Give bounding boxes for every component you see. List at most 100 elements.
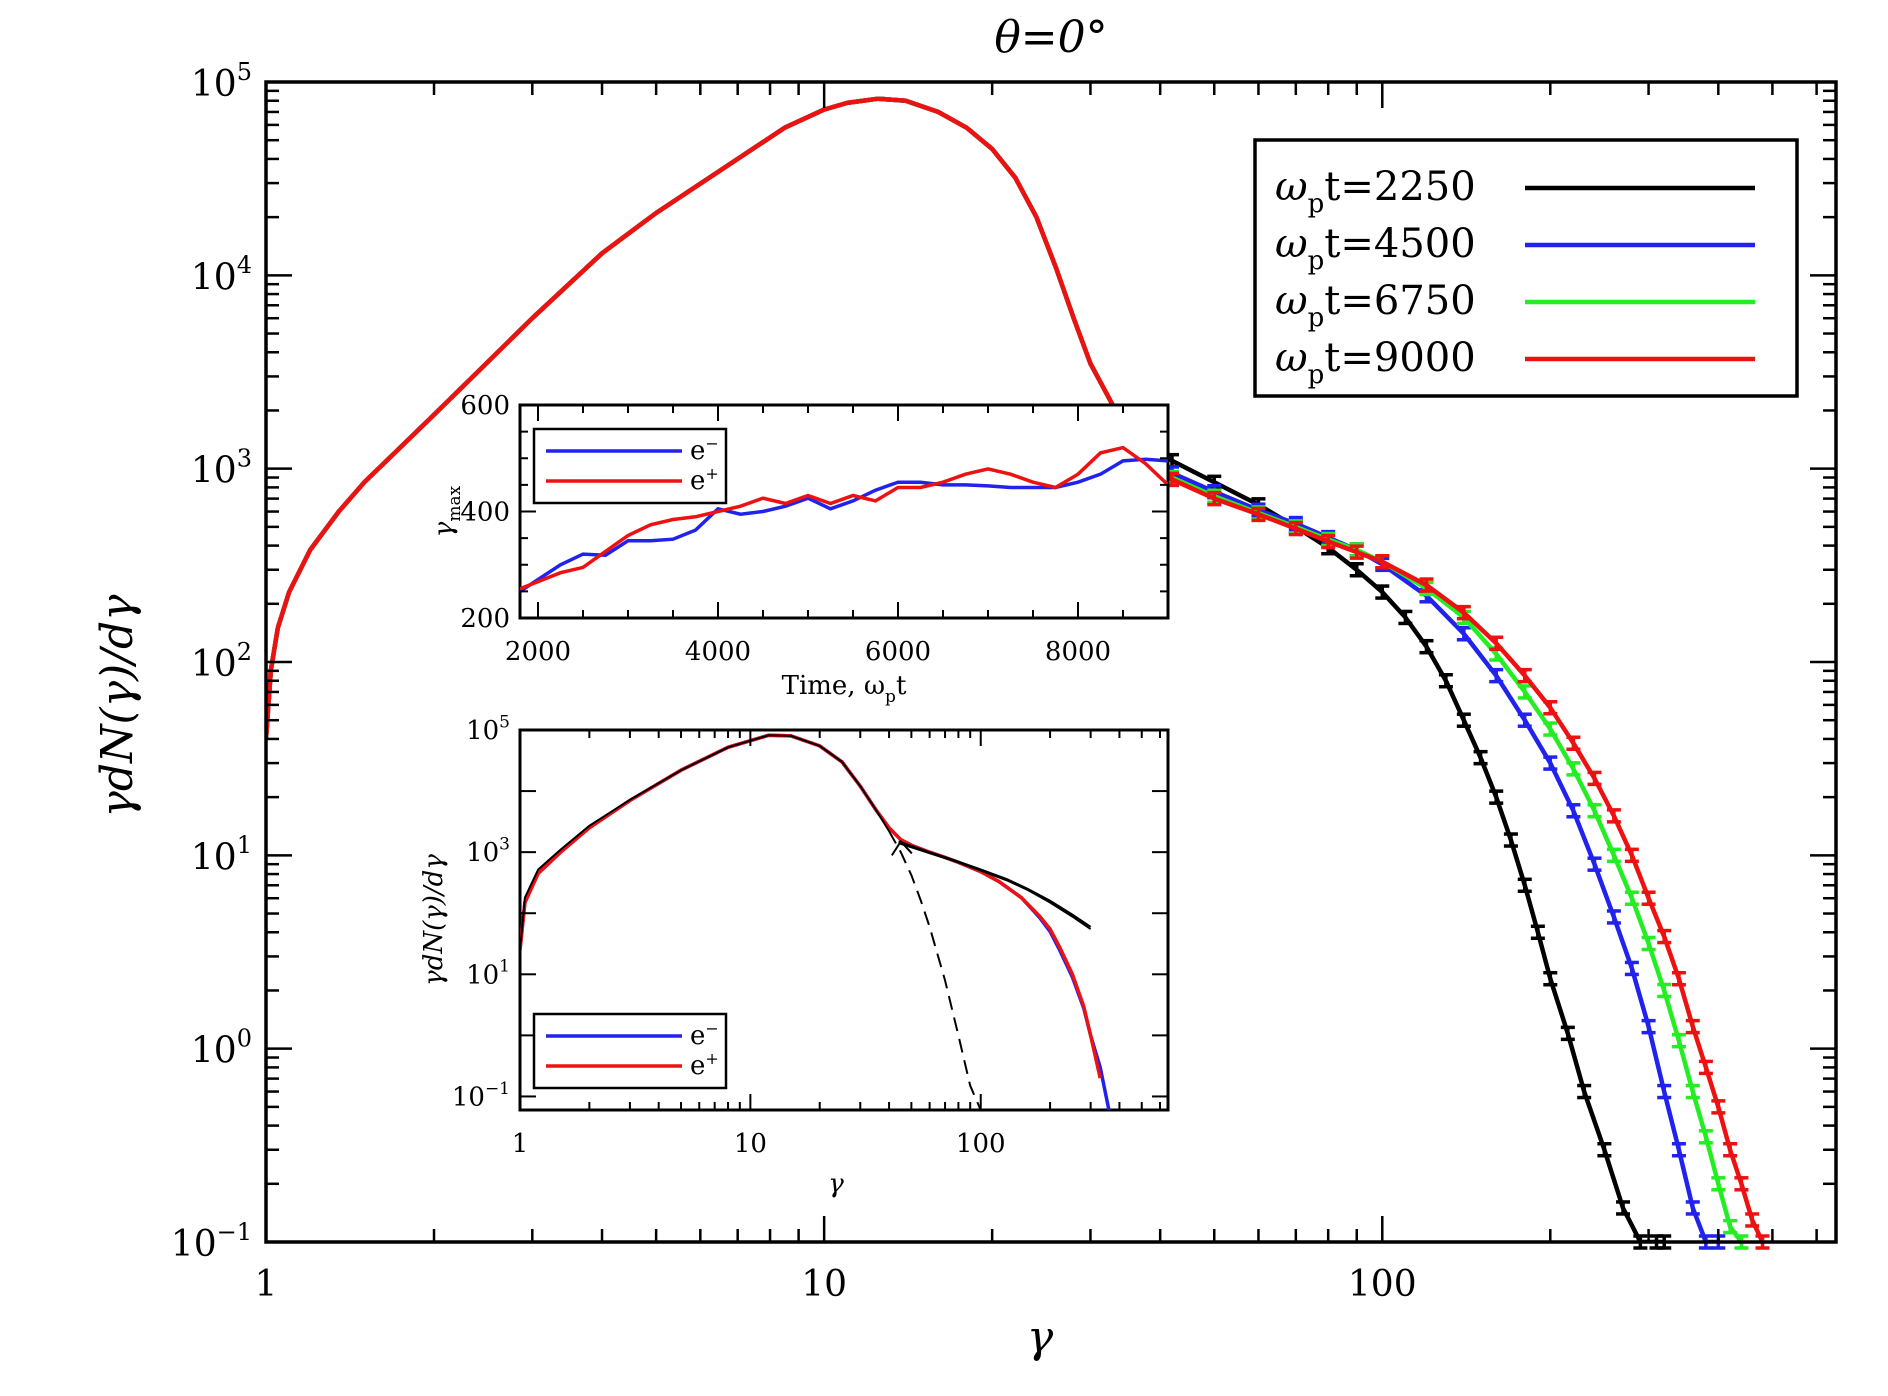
y-axis-label: γdN(γ)/dγ [92,594,143,818]
inset2-y-tick-label-exp: 1 [499,957,510,977]
legend-label-sym: ω [1275,221,1308,267]
x-tick-label: 100 [1348,1264,1417,1305]
y-tick-label-exp: 3 [237,444,252,472]
inset2-y-tick-label-base: 10 [452,1082,485,1112]
y-tick-label-exp: 5 [237,58,252,86]
inset2-series-2 [520,734,890,951]
inset2-x-tick-label: 10 [734,1129,767,1159]
inset1-legend-label: e+ [690,464,719,496]
inset1-x-tick-label: 4000 [685,637,751,667]
inset-gamma-max: 2000 4000 6000 8000 200 400 600 Time, ωpt γmax e−… [429,391,1170,707]
inset1-x-axis-label: Time, ωpt [782,671,907,707]
legend-label-sym: ω [1275,164,1308,210]
y-tick-label-exp: 0 [237,1024,252,1052]
y-tick-label-base: 10 [191,644,237,685]
inset1-y-tick-label: 600 [460,391,510,421]
x-tick-label: 1 [255,1264,278,1305]
y-tick-label-exp: 1 [237,831,252,859]
inset2-annotation-arrow [891,839,913,856]
inset1-x-label-sub: p [885,687,896,707]
inset1-y-tick-label: 400 [460,498,510,528]
y-tick-label: 105 [191,58,252,105]
inset1-x-label-tail: t [896,671,907,701]
y-tick-label-exp: −1 [217,1218,252,1246]
y-tick-label-exp: 2 [237,638,252,666]
inset2-legend-label-sup: + [705,1049,718,1068]
inset2-y-tick-label: 101 [466,957,510,991]
inset1-legend-box [532,427,728,505]
y-tick-label: 10−1 [171,1218,252,1265]
y-tick-label-base: 10 [191,64,237,105]
inset2-legend-label-base: e [690,1051,705,1081]
inset1-series-0 [520,457,1168,593]
y-tick-label-exp: 4 [237,251,252,279]
y-tick-label-base: 10 [191,257,237,298]
chart-title: θ=0° [994,12,1107,63]
inset2-y-tick-label-exp: 5 [499,712,510,732]
legend-label-sym: ω [1275,335,1308,381]
legend-label-text: t=2250 [1324,164,1475,210]
inset1-y-tick-label: 200 [460,604,510,634]
inset1-y-axis-label: γmax [429,485,465,537]
x-axis-label: γ [1027,1312,1054,1363]
inset2-y-tick-label-base: 10 [466,838,499,868]
inset2-y-tick-label-exp: 3 [499,834,510,854]
y-tick-label-base: 10 [191,451,237,492]
legend-label-sub: p [1308,246,1325,276]
y-tick-label: 100 [191,1024,252,1071]
y-tick-label-base: 10 [191,837,237,878]
legend-label-sym: ω [1275,278,1308,324]
inset1-legend-label-base: e [690,466,705,496]
inset1-x-tick-label: 6000 [865,637,931,667]
legend-label-sub: p [1308,303,1325,333]
inset1-x-label-main: Time, ω [782,671,885,701]
inset2-y-tick-label: 103 [466,834,510,868]
inset2-y-tick-label: 10−1 [452,1079,510,1113]
legend-label-sub: p [1308,360,1325,390]
legend-box [1253,138,1799,398]
legend-label: ωpt=4500 [1275,221,1476,276]
legend-label: ωpt=2250 [1275,164,1476,219]
inset1-legend-label-sup: + [705,464,718,483]
y-tick-label-base: 10 [171,1224,217,1265]
inset1-legend-label-sup: − [705,434,718,453]
inset2-y-tick-label: 105 [466,712,510,746]
y-tick-label: 104 [191,251,252,298]
inset1-x-tick-label: 8000 [1045,637,1111,667]
inset2-series-3 [888,830,982,1110]
inset2-y-tick-label-base: 10 [466,960,499,990]
legend-label: ωpt=6750 [1275,278,1476,333]
inset1-x-tick-label: 2000 [505,637,571,667]
legend-label-text: t=4500 [1324,221,1475,267]
inset2-x-tick-label: 1 [512,1129,529,1159]
y-tick-label: 101 [191,831,252,878]
x-tick-label: 10 [801,1264,847,1305]
legend-label-text: t=6750 [1324,278,1475,324]
inset2-legend-box [532,1012,728,1090]
inset2-y-tick-label-exp: −1 [485,1079,510,1099]
inset1-series-1 [520,445,1168,591]
inset2-x-tick-label: 100 [956,1129,1006,1159]
inset2-y-axis-label: γdN(γ)/dγ [419,854,449,986]
inset1-y-label-main: γ [429,521,459,537]
legend-label-sub: p [1308,189,1325,219]
legend-label: ωpt=9000 [1275,335,1476,390]
inset1-legend-label: e− [690,434,719,466]
inset2-legend-label: e− [690,1019,719,1051]
legend-label-text: t=9000 [1324,335,1475,381]
inset1-y-label-sub: max [445,485,465,521]
inset2-legend-label: e+ [690,1049,719,1081]
y-tick-label: 102 [191,638,252,685]
inset2-legend-label-sup: − [705,1019,718,1038]
inset2-legend-label-base: e [690,1021,705,1051]
inset1-legend-label-base: e [690,436,705,466]
inset2-series-5 [898,842,1092,930]
inset2-x-axis-label: γ [828,1169,844,1199]
y-tick-label: 103 [191,444,252,491]
y-tick-label-base: 10 [191,1031,237,1072]
